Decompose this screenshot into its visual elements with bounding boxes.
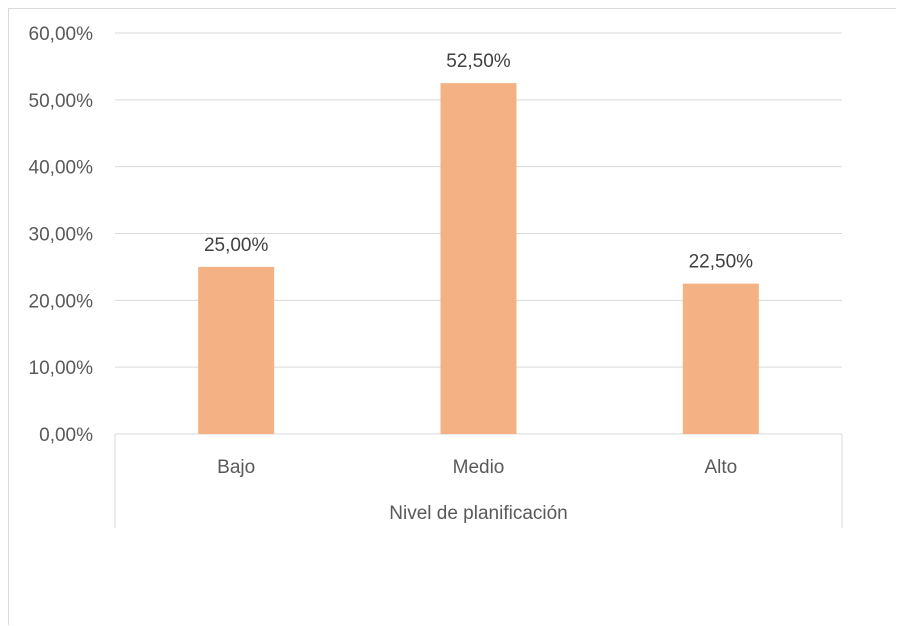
y-tick-label: 20,00% [29,291,94,312]
category-label: Medio [453,457,505,478]
y-tick-label: 60,00% [29,24,94,45]
y-tick-label: 40,00% [29,158,94,179]
y-axis-tick-labels: 0,00% 10,00% 20,00% 30,00% 40,00% 50,00% 60,00… [29,24,94,446]
y-tick-label: 50,00% [29,91,94,112]
data-label: 22,50% [689,252,754,273]
category-label: Bajo [217,457,255,478]
data-label: 52,50% [446,51,511,72]
y-tick-label: 30,00% [29,225,94,246]
y-tick-label: 10,00% [29,358,94,379]
bar-alto [682,283,759,434]
bars [198,83,759,434]
x-axis-title: Nivel de planificación [389,503,568,524]
y-tick-label: 0,00% [39,425,93,446]
x-axis-category-labels: Bajo Medio Alto [217,457,737,478]
bar-medio [440,83,517,434]
data-label: 25,00% [204,235,269,256]
bar-bajo [198,266,275,434]
category-label: Alto [704,457,737,478]
data-labels: 25,00% 52,50% 22,50% [204,51,753,273]
